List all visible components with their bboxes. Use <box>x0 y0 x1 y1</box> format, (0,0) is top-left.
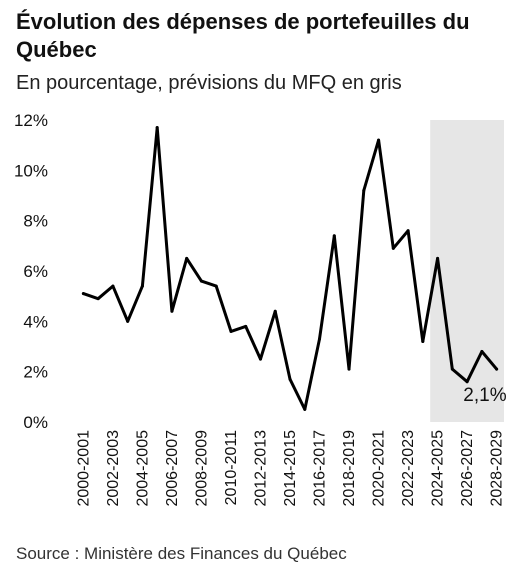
y-tick-label: 6% <box>23 262 48 281</box>
data-point <box>199 279 203 283</box>
y-tick-label: 10% <box>14 161 48 180</box>
y-tick-label: 0% <box>23 413 48 432</box>
x-tick-label: 2020-2021 <box>371 430 388 507</box>
data-point <box>318 337 322 341</box>
data-point <box>170 309 174 313</box>
data-point <box>495 367 499 371</box>
x-tick-label: 2000-2001 <box>75 430 92 507</box>
chart-title: Évolution des dépenses de portefeuilles … <box>16 9 470 62</box>
x-tick-label: 2018-2019 <box>341 430 358 507</box>
x-tick-label: 2026-2027 <box>459 430 476 507</box>
data-point <box>244 324 248 328</box>
data-point <box>377 138 381 142</box>
data-point <box>391 246 395 250</box>
data-point <box>347 367 351 371</box>
x-tick-label: 2006-2007 <box>164 430 181 507</box>
data-point <box>229 329 233 333</box>
data-point <box>140 284 144 288</box>
data-point <box>421 339 425 343</box>
data-point <box>155 126 159 130</box>
x-tick-label: 2022-2023 <box>400 430 417 507</box>
data-point <box>436 256 440 260</box>
x-tick-label: 2016-2017 <box>312 430 329 507</box>
data-point <box>406 229 410 233</box>
x-tick-label: 2028-2029 <box>489 430 506 507</box>
data-point <box>362 188 366 192</box>
chart-subtitle: En pourcentage, prévisions du MFQ en gri… <box>16 72 402 94</box>
data-point <box>450 367 454 371</box>
data-label: 2,1% <box>463 385 506 406</box>
y-tick-label: 2% <box>23 363 48 382</box>
data-point <box>303 407 307 411</box>
data-point <box>214 284 218 288</box>
y-tick-label: 8% <box>23 212 48 231</box>
data-point <box>480 350 484 354</box>
data-point <box>81 292 85 296</box>
x-tick-label: 2008-2009 <box>193 430 210 507</box>
data-point <box>288 377 292 381</box>
data-point <box>96 297 100 301</box>
data-point <box>465 380 469 384</box>
y-tick-label: 4% <box>23 312 48 331</box>
data-point <box>185 256 189 260</box>
y-tick-label: 12% <box>14 111 48 130</box>
x-tick-label: 2012-2013 <box>252 430 269 507</box>
forecast-shaded-region <box>430 120 504 422</box>
data-point <box>126 319 130 323</box>
data-point <box>258 357 262 361</box>
data-point <box>273 309 277 313</box>
x-tick-label: 2004-2005 <box>134 430 151 507</box>
x-tick-label: 2014-2015 <box>282 430 299 507</box>
data-point <box>111 284 115 288</box>
data-point <box>332 234 336 238</box>
x-tick-label: 2002-2003 <box>105 430 122 507</box>
x-tick-label: 2010-2011 <box>223 430 240 505</box>
source-note: Source : Ministère des Finances du Québe… <box>16 544 347 563</box>
x-tick-label: 2024-2025 <box>430 430 447 507</box>
